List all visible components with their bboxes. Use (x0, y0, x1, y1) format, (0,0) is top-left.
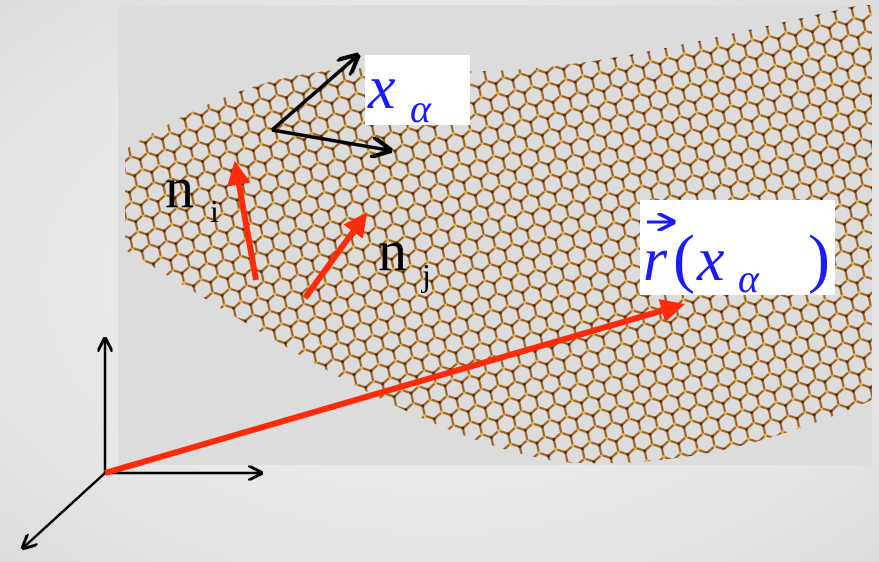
diagram: x α n i n j r ( x α ) (0, 0, 879, 562)
label-subscript: α (410, 86, 432, 131)
label-paren: ) (808, 222, 830, 295)
label-base: x (367, 54, 396, 122)
page: {"labels": { "frame_coordinate": {"base"… (0, 0, 879, 562)
label-subscript: j (421, 257, 431, 293)
label-vector: r (643, 226, 668, 294)
label-base: n (165, 155, 194, 220)
label-subscript: i (210, 193, 219, 229)
label-base: x (696, 226, 725, 294)
label-base: n (378, 218, 407, 283)
label-paren: ( (673, 222, 695, 295)
label-subscript: α (738, 256, 760, 301)
